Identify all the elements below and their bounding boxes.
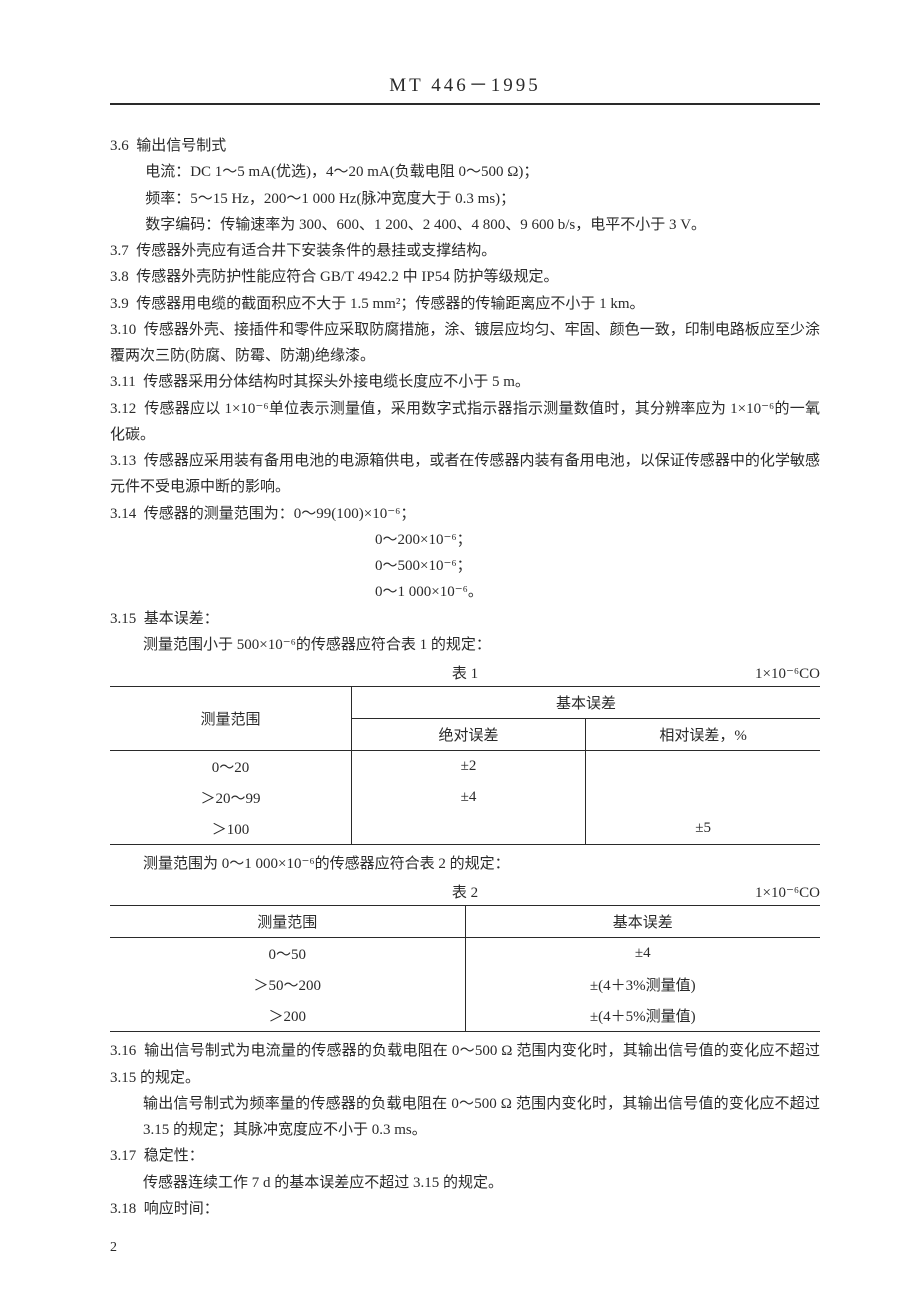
cell-err: ±(4＋5%测量值) bbox=[465, 1000, 820, 1032]
sec-title: 稳定性： bbox=[144, 1148, 204, 1164]
header-standard-code: MT 446－1995 bbox=[110, 70, 820, 105]
sec-3-6-body: 电流：DC 1～5 mA(优选)，4～20 mA(负载电阻 0～500 Ω)； … bbox=[110, 159, 820, 238]
sec-title: 输出信号制式 bbox=[136, 138, 226, 154]
table-1-caption-row: 表 1 1×10⁻⁶CO bbox=[110, 662, 820, 684]
sec-title: 响应时间： bbox=[144, 1201, 219, 1217]
th-abs: 绝对误差 bbox=[351, 719, 585, 751]
sec-num: 3.6 bbox=[110, 138, 129, 154]
cell-err: ±4 bbox=[465, 938, 820, 970]
sec-num: 3.18 bbox=[110, 1201, 136, 1217]
sec-num: 3.16 bbox=[110, 1043, 136, 1059]
cell-range: ＞200 bbox=[110, 1000, 465, 1032]
sec-3-14: 3.14 传感器的测量范围为：0～99(100)×10⁻⁶； bbox=[110, 501, 820, 527]
cell-rel bbox=[586, 751, 820, 783]
cell-rel bbox=[586, 782, 820, 813]
sec-num: 3.10 bbox=[110, 322, 136, 338]
table-2: 测量范围 基本误差 0～50 ±4 ＞50～200 ±(4＋3%测量值) ＞20… bbox=[110, 905, 820, 1032]
sec-text: 传感器外壳防护性能应符合 GB/T 4942.2 中 IP54 防护等级规定。 bbox=[136, 269, 558, 285]
table-1-unit: 1×10⁻⁶CO bbox=[755, 662, 820, 686]
sec-3-18: 3.18 响应时间： bbox=[110, 1196, 820, 1222]
th-range: 测量范围 bbox=[110, 687, 351, 751]
cell-err: ±(4＋3%测量值) bbox=[465, 969, 820, 1000]
sec-text: 传感器应以 1×10⁻⁶单位表示测量值，采用数字式指示器指示测量数值时，其分辨率… bbox=[110, 401, 820, 443]
range-line: 0～500×10⁻⁶； bbox=[375, 553, 635, 579]
sec-num: 3.15 bbox=[110, 611, 136, 627]
table-1-wrap: 表 1 1×10⁻⁶CO 测量范围 基本误差 绝对误差 相对误差，% 0～20 … bbox=[110, 662, 820, 845]
table-row: ＞20～99 ±4 bbox=[110, 782, 820, 813]
sec-text: 传感器的测量范围为：0～99(100)×10⁻⁶； bbox=[144, 506, 416, 522]
table-row: 0～20 ±2 bbox=[110, 751, 820, 783]
cell-range: 0～50 bbox=[110, 938, 465, 970]
sec-3-15-intro: 测量范围小于 500×10⁻⁶的传感器应符合表 1 的规定： bbox=[110, 632, 820, 658]
sec-num: 3.12 bbox=[110, 401, 136, 417]
sec-3-7: 3.7 传感器外壳应有适合井下安装条件的悬挂或支撑结构。 bbox=[110, 238, 820, 264]
sec-num: 3.11 bbox=[110, 374, 136, 390]
table-row: ＞100 ±5 bbox=[110, 813, 820, 845]
sec-3-13: 3.13 传感器应采用装有备用电池的电源箱供电，或者在传感器内装有备用电池，以保… bbox=[110, 448, 820, 501]
sec-3-11: 3.11 传感器采用分体结构时其探头外接电缆长度应不小于 5 m。 bbox=[110, 369, 820, 395]
sec-text: 传感器用电缆的截面积应不大于 1.5 mm²；传感器的传输距离应不小于 1 km… bbox=[136, 296, 644, 312]
sec-3-17: 3.17 稳定性： bbox=[110, 1143, 820, 1169]
sec-3-15-mid: 测量范围为 0～1 000×10⁻⁶的传感器应符合表 2 的规定： bbox=[110, 851, 820, 877]
page-number: 2 bbox=[110, 1240, 820, 1256]
sec-3-16-p1: 3.16 输出信号制式为电流量的传感器的负载电阻在 0～500 Ω 范围内变化时… bbox=[110, 1038, 820, 1091]
sec-num: 3.8 bbox=[110, 269, 129, 285]
cell-range: ＞50～200 bbox=[110, 969, 465, 1000]
table-2-wrap: 表 2 1×10⁻⁶CO 测量范围 基本误差 0～50 ±4 ＞50～200 ±… bbox=[110, 881, 820, 1032]
line: 电流：DC 1～5 mA(优选)，4～20 mA(负载电阻 0～500 Ω)； bbox=[145, 159, 820, 185]
sec-3-10: 3.10 传感器外壳、接插件和零件应采取防腐措施，涂、镀层应均匀、牢固、颜色一致… bbox=[110, 317, 820, 370]
sec-text: 传感器外壳应有适合井下安装条件的悬挂或支撑结构。 bbox=[136, 243, 496, 259]
sec-text: 传感器应采用装有备用电池的电源箱供电，或者在传感器内装有备用电池，以保证传感器中… bbox=[110, 453, 820, 495]
sec-text: 传感器外壳、接插件和零件应采取防腐措施，涂、镀层应均匀、牢固、颜色一致，印制电路… bbox=[110, 322, 820, 364]
sec-3-8: 3.8 传感器外壳防护性能应符合 GB/T 4942.2 中 IP54 防护等级… bbox=[110, 264, 820, 290]
cell-range: ＞100 bbox=[110, 813, 351, 845]
table-1: 测量范围 基本误差 绝对误差 相对误差，% 0～20 ±2 ＞20～99 ±4 bbox=[110, 686, 820, 845]
page: MT 446－1995 3.6 输出信号制式 电流：DC 1～5 mA(优选)，… bbox=[0, 0, 920, 1302]
table-1-caption: 表 1 bbox=[110, 662, 820, 686]
sec-num: 3.17 bbox=[110, 1148, 136, 1164]
th-basic-error: 基本误差 bbox=[351, 687, 820, 719]
sec-title: 基本误差： bbox=[144, 611, 219, 627]
sec-text: 传感器采用分体结构时其探头外接电缆长度应不小于 5 m。 bbox=[143, 374, 530, 390]
sec-text: 输出信号制式为电流量的传感器的负载电阻在 0～500 Ω 范围内变化时，其输出信… bbox=[110, 1043, 820, 1085]
cell-abs: ±4 bbox=[351, 782, 585, 813]
table-row: ＞200 ±(4＋5%测量值) bbox=[110, 1000, 820, 1032]
line: 频率：5～15 Hz，200～1 000 Hz(脉冲宽度大于 0.3 ms)； bbox=[145, 186, 820, 212]
sec-3-6: 3.6 输出信号制式 bbox=[110, 133, 820, 159]
th-range: 测量范围 bbox=[110, 906, 465, 938]
sec-3-17-text: 传感器连续工作 7 d 的基本误差应不超过 3.15 的规定。 bbox=[110, 1170, 820, 1196]
range-line: 0～1 000×10⁻⁶。 bbox=[375, 579, 635, 605]
sec-3-14-ranges: 0～200×10⁻⁶； 0～500×10⁻⁶； 0～1 000×10⁻⁶。 bbox=[110, 527, 820, 606]
line: 数字编码：传输速率为 300、600、1 200、2 400、4 800、9 6… bbox=[145, 212, 820, 238]
table-2-caption: 表 2 bbox=[110, 881, 820, 905]
cell-rel: ±5 bbox=[586, 813, 820, 845]
sec-num: 3.7 bbox=[110, 243, 129, 259]
cell-range: 0～20 bbox=[110, 751, 351, 783]
cell-range: ＞20～99 bbox=[110, 782, 351, 813]
sec-3-16-p2: 输出信号制式为频率量的传感器的负载电阻在 0～500 Ω 范围内变化时，其输出信… bbox=[110, 1091, 820, 1144]
sec-num: 3.13 bbox=[110, 453, 136, 469]
table-row: ＞50～200 ±(4＋3%测量值) bbox=[110, 969, 820, 1000]
table-2-unit: 1×10⁻⁶CO bbox=[755, 881, 820, 905]
sec-3-9: 3.9 传感器用电缆的截面积应不大于 1.5 mm²；传感器的传输距离应不小于 … bbox=[110, 291, 820, 317]
sec-3-15: 3.15 基本误差： bbox=[110, 606, 820, 632]
table-row: 0～50 ±4 bbox=[110, 938, 820, 970]
cell-abs: ±2 bbox=[351, 751, 585, 783]
table-2-caption-row: 表 2 1×10⁻⁶CO bbox=[110, 881, 820, 903]
sec-num: 3.14 bbox=[110, 506, 136, 522]
sec-num: 3.9 bbox=[110, 296, 129, 312]
cell-abs bbox=[351, 813, 585, 845]
range-line: 0～200×10⁻⁶； bbox=[375, 527, 635, 553]
th-rel: 相对误差，% bbox=[586, 719, 820, 751]
sec-3-12: 3.12 传感器应以 1×10⁻⁶单位表示测量值，采用数字式指示器指示测量数值时… bbox=[110, 396, 820, 449]
th-err: 基本误差 bbox=[465, 906, 820, 938]
